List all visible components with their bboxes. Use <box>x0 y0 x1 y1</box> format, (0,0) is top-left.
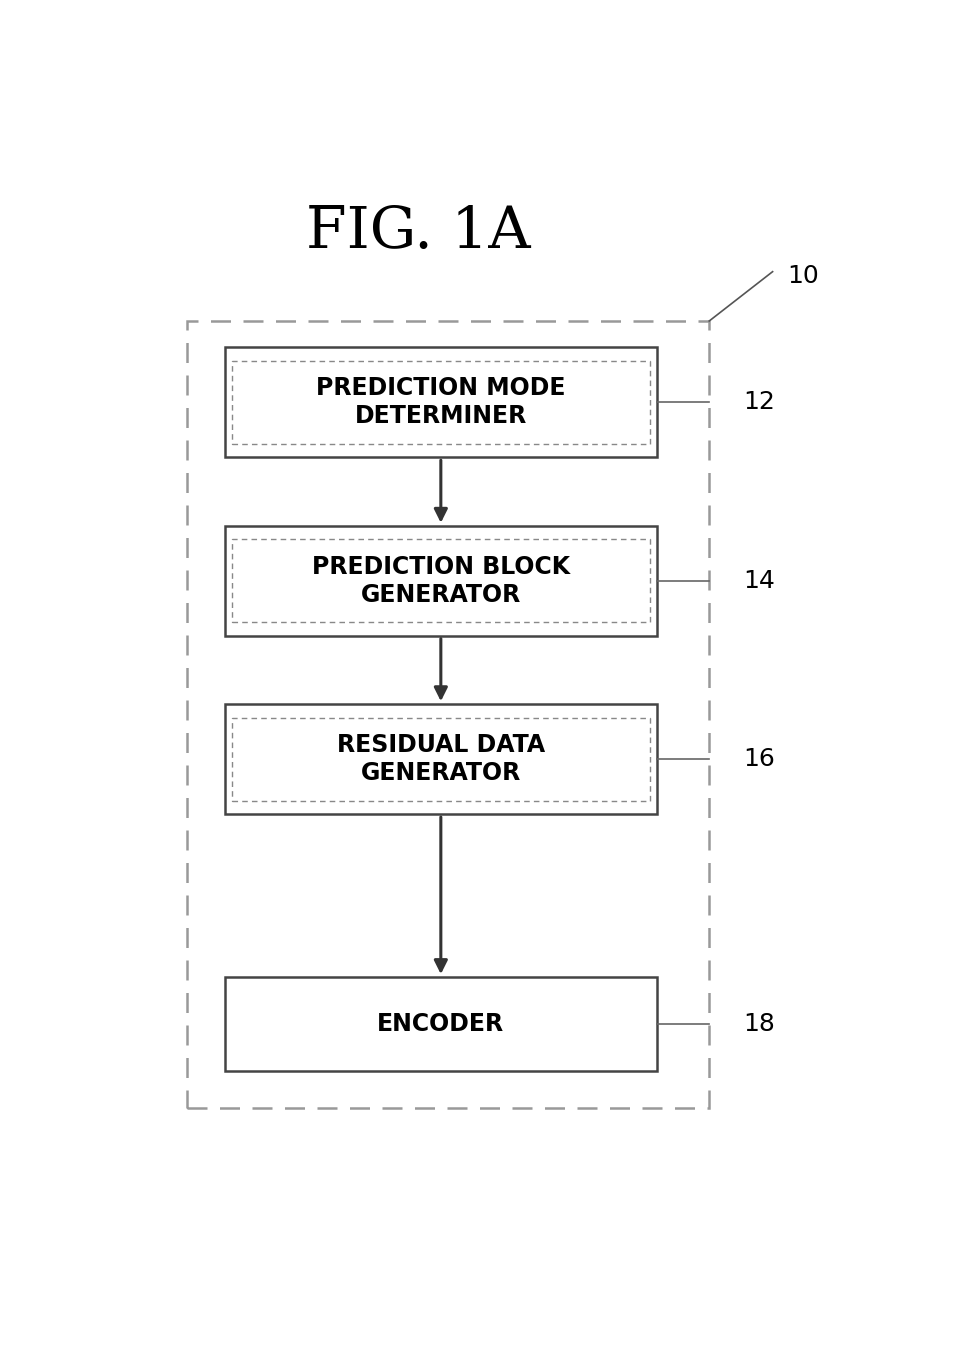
Bar <box>232 361 649 444</box>
Text: ENCODER: ENCODER <box>377 1013 504 1036</box>
Text: RESIDUAL DATA
GENERATOR: RESIDUAL DATA GENERATOR <box>336 733 544 785</box>
Text: 14: 14 <box>742 568 774 593</box>
Text: 16: 16 <box>742 747 774 771</box>
Bar <box>225 977 656 1071</box>
Bar <box>225 526 656 635</box>
Text: FIG. 1A: FIG. 1A <box>306 204 530 260</box>
Text: PREDICTION BLOCK
GENERATOR: PREDICTION BLOCK GENERATOR <box>311 555 569 607</box>
Text: 12: 12 <box>742 390 774 414</box>
Text: PREDICTION MODE
DETERMINER: PREDICTION MODE DETERMINER <box>316 376 565 428</box>
Bar <box>225 705 656 814</box>
Bar <box>225 348 656 458</box>
Bar <box>187 320 708 1108</box>
Text: 18: 18 <box>742 1013 774 1036</box>
Text: 10: 10 <box>787 264 819 288</box>
Bar <box>232 540 649 622</box>
Bar <box>232 718 649 800</box>
